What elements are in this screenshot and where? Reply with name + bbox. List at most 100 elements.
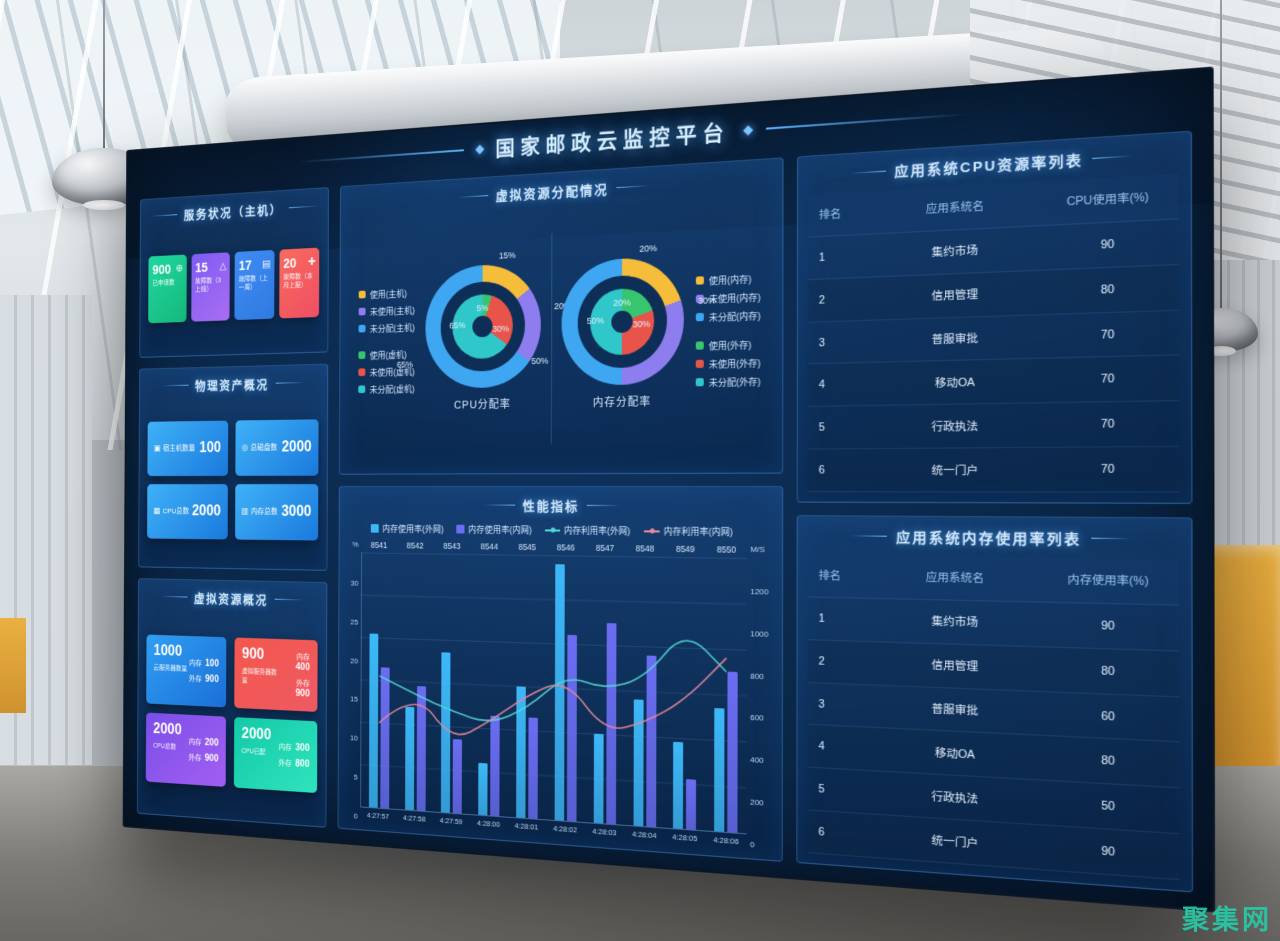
virtual-card: 1000 云服务器数量 内存 100 外存 900	[146, 634, 227, 708]
legend-item[interactable]: 使用(主机)	[358, 286, 415, 301]
legend-item[interactable]: 未分配(外存)	[695, 374, 761, 389]
table-row: 4 移动OA 70	[808, 355, 1180, 408]
donut-percent-label: 65%	[449, 320, 466, 331]
bar[interactable]	[453, 739, 463, 814]
title-line	[1092, 155, 1133, 160]
y-axis-unit: M/S	[750, 544, 765, 555]
y-axis-tick: 800	[750, 670, 764, 681]
y-axis-tick: 600	[750, 713, 764, 724]
legend-item[interactable]: 未分配(主机)	[358, 321, 415, 335]
legend-item[interactable]: 未使用(主机)	[358, 303, 415, 318]
cpu-usage-table: 排名 应用系统名 CPU使用率(%) 1 集约市场 90 2 信用管理 80 3 普服审批 70 4 移动…	[808, 173, 1180, 493]
virtual-card: 2000 CPU总数 内存 200 外存 900	[145, 712, 226, 787]
stat-row: 外存900	[280, 677, 310, 699]
bar[interactable]	[416, 685, 426, 811]
bar[interactable]	[645, 655, 657, 828]
donut-percent-label: 5%	[476, 302, 489, 313]
bar[interactable]	[380, 667, 390, 809]
legend-item[interactable]: 内存使用率(内网)	[456, 523, 532, 536]
virtual-card-main: 900 虚拟服务器数量	[242, 646, 281, 702]
bar[interactable]	[606, 622, 617, 825]
bar-value-label: 8550	[716, 544, 737, 555]
bar[interactable]	[686, 779, 697, 830]
legend-item[interactable]: 未分配(虚机)	[358, 382, 415, 396]
bar[interactable]	[727, 671, 738, 833]
donut-center-hole	[611, 309, 633, 333]
bar-series	[361, 552, 747, 833]
legend-item[interactable]: 使用(外存)	[695, 337, 761, 352]
center-column: 虚拟资源分配情况 使用(主机) 未使用(主机) 未分配(主机) 使用(虚机) 未使用(虚…	[337, 157, 784, 862]
legend-label: 内存利用率(外网)	[563, 525, 631, 537]
legend-item[interactable]: 内存利用率(内网)	[643, 524, 733, 538]
virtual-card-label: CPU已配	[241, 748, 266, 757]
legend-swatch	[695, 312, 704, 322]
service-card-label: 已申请数	[152, 279, 175, 288]
asset-label-text: 内存总数	[250, 507, 278, 516]
service-card-label: 故障数（上一周）	[238, 275, 268, 292]
virtual-card-stats: 内存 300 外存 800	[278, 728, 309, 784]
bar[interactable]	[593, 733, 604, 824]
legend-swatch	[358, 351, 366, 360]
legend-label: 未分配(主机)	[369, 322, 415, 334]
bar-value-label: 8548	[635, 543, 655, 554]
donut-percent-label: 30%	[492, 323, 510, 335]
bar-group	[433, 554, 471, 815]
x-axis-tick: 4:28:00	[476, 818, 501, 829]
memory-icon: ▥	[241, 506, 249, 516]
bar[interactable]	[490, 715, 500, 817]
usage-cell: 70	[1100, 462, 1115, 477]
bar[interactable]	[714, 707, 725, 832]
system-name-cell: 统一门户	[931, 833, 979, 851]
bar[interactable]	[554, 564, 565, 821]
bar[interactable]	[478, 762, 488, 816]
bar-value-label: 8547	[595, 542, 615, 554]
host-icon: ▣	[153, 443, 161, 453]
service-card: 17 故障数（上一周） ▤	[234, 249, 275, 321]
legend-item[interactable]: 未使用(外存)	[695, 356, 761, 371]
title-line	[1090, 537, 1131, 540]
x-axis-tick: 4:28:03	[592, 826, 617, 837]
stat-key: 内存	[188, 737, 202, 747]
asset-card-label: ▣ 宿主机数量	[154, 443, 195, 453]
virtual-card-value: 1000	[153, 642, 183, 660]
bar[interactable]	[566, 634, 577, 822]
y-axis-left: % 30 25 20 15 10 5 0	[347, 540, 361, 821]
bar[interactable]	[441, 652, 451, 813]
title-line	[457, 195, 489, 198]
legend-item[interactable]: 使用(内存)	[695, 271, 761, 287]
legend-swatch	[695, 378, 704, 387]
donut-percent-label: 30%	[697, 294, 716, 306]
legend-item[interactable]: 未分配(内存)	[695, 308, 761, 324]
legend-label: 使用(主机)	[369, 288, 407, 300]
legend-label: 使用(外存)	[708, 339, 752, 351]
stat-row: 内存 200	[189, 737, 219, 749]
bar[interactable]	[516, 685, 526, 818]
bar[interactable]	[673, 742, 684, 829]
asset-card-value: 3000	[281, 503, 312, 520]
bar-value-label: 8549	[675, 543, 695, 555]
bar-value-label: 8542	[406, 540, 424, 551]
stat-key: 内存	[296, 652, 310, 662]
donut-legend: 使用(主机) 未使用(主机) 未分配(主机) 使用(虚机) 未使用(虚机) 未分配(虚机)	[358, 286, 415, 395]
legend-item[interactable]: 内存使用率(外网)	[370, 522, 444, 535]
bar-group	[508, 555, 547, 820]
alert-icon: △	[219, 260, 227, 273]
stat-value: 200	[204, 737, 219, 749]
donut: 15% 20% 65% 5% 30% 65%	[397, 250, 571, 389]
donut-percent-label: 50%	[586, 315, 605, 327]
performance-panel: 性能指标 内存使用率(外网) 内存使用率(内网) 内存利用率(外网) 内存利用率(内网…	[337, 486, 784, 862]
bar[interactable]	[633, 699, 644, 827]
bar[interactable]	[404, 706, 415, 811]
gear-icon: ⊕	[175, 262, 184, 275]
virtual-card-label: CPU总数	[153, 742, 177, 751]
stat-key: 外存	[188, 674, 202, 684]
stat-value: 800	[295, 758, 310, 770]
donut-percent-label: 65%	[396, 359, 413, 370]
list-icon: ▤	[262, 258, 271, 271]
virtual-card-main: 1000 云服务器数量	[153, 643, 187, 697]
bar[interactable]	[368, 633, 379, 808]
legend-item[interactable]: 内存利用率(外网)	[544, 524, 631, 538]
usage-cell: 70	[1100, 372, 1115, 387]
virtual-card-main: 2000 CPU总数	[153, 721, 182, 776]
bar[interactable]	[528, 717, 539, 819]
